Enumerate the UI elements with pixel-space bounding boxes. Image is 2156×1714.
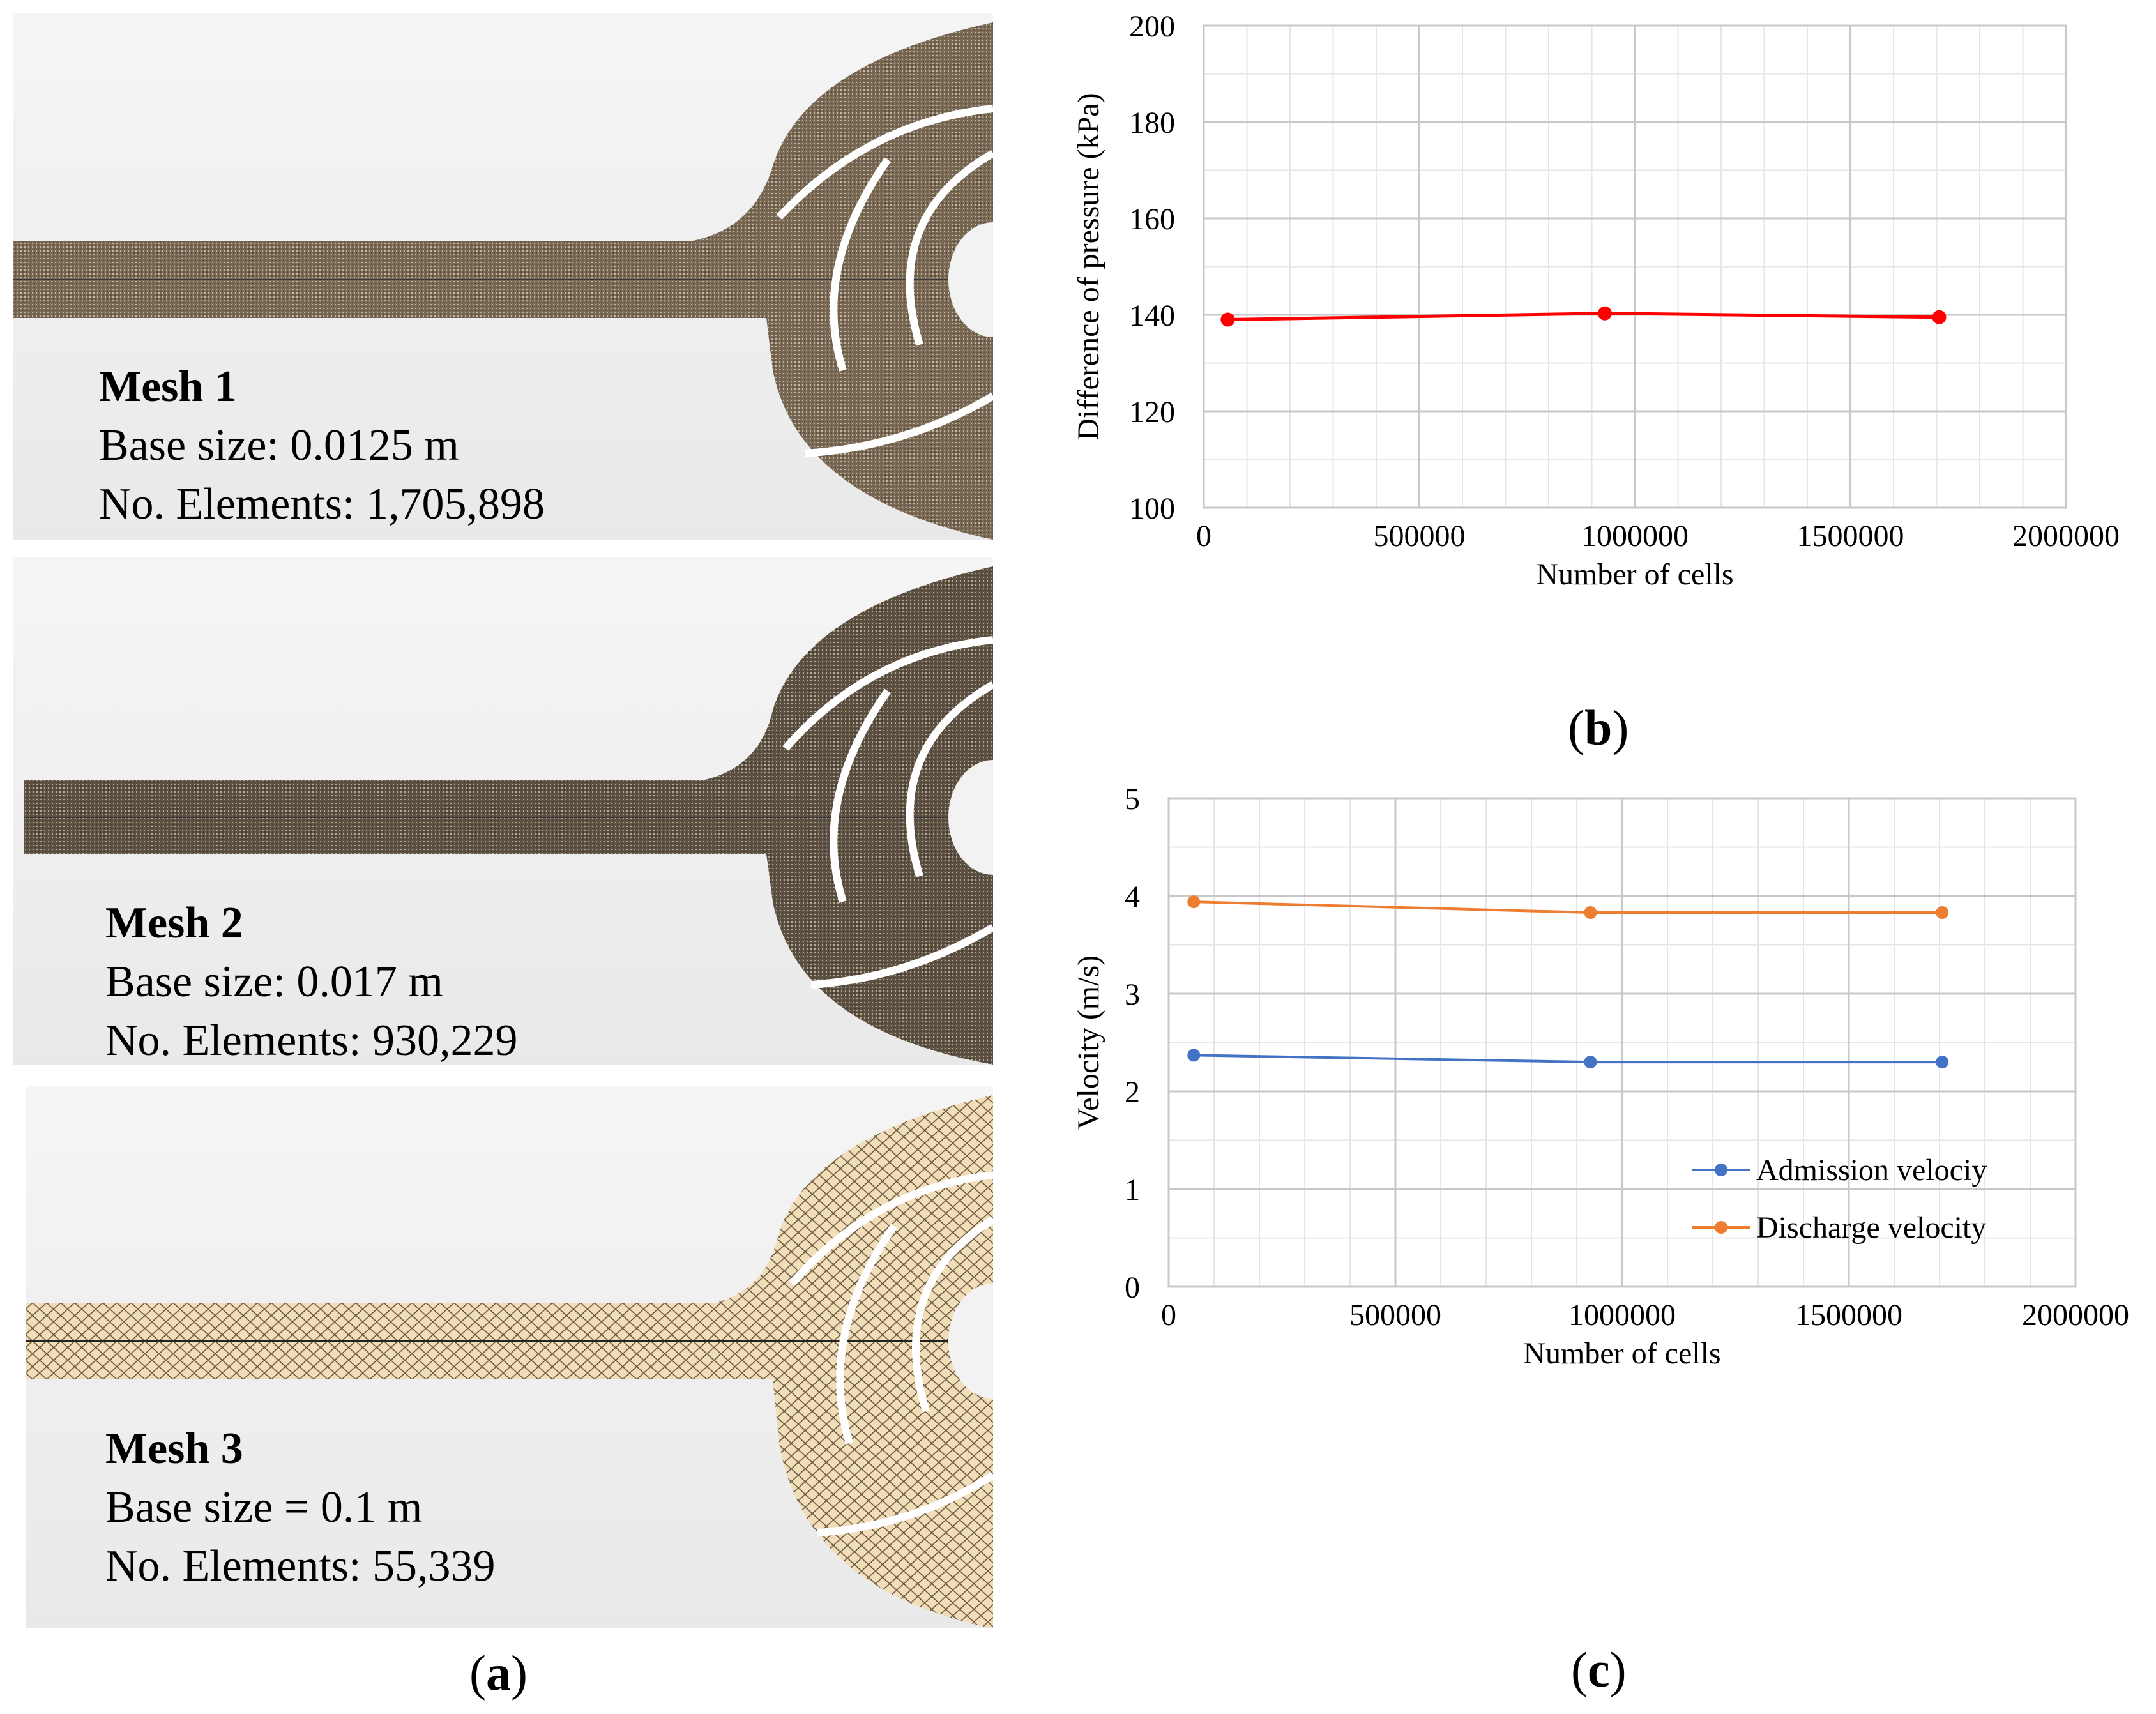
- y-tick-label: 140: [1129, 299, 1175, 333]
- y-tick-label: 2: [1125, 1075, 1140, 1109]
- mesh-1-name: Mesh 1: [99, 362, 237, 411]
- y-tick-label: 5: [1125, 782, 1140, 816]
- series-0-point: [1187, 1049, 1201, 1062]
- y-tick-label: 100: [1129, 492, 1175, 526]
- panel-label-b: (b): [1568, 700, 1629, 755]
- series-0-point: [1936, 1056, 1949, 1069]
- mesh-panel-1: Mesh 1 Base size: 0.0125 m No. Elements:…: [13, 13, 993, 540]
- y-tick-label: 180: [1129, 106, 1175, 140]
- x-tick-label: 2000000: [2022, 1298, 2129, 1332]
- mesh-2-base-size: Base size: 0.017 m: [105, 957, 443, 1006]
- x-axis-title: Number of cells: [1523, 1337, 1720, 1370]
- legend-marker-1: [1715, 1221, 1727, 1234]
- legend-marker-0: [1715, 1164, 1727, 1176]
- y-tick-label: 200: [1129, 10, 1175, 43]
- series-0-line: [1227, 312, 1940, 322]
- mesh-3-illustration: [26, 1095, 993, 1628]
- x-tick-label: 500000: [1374, 519, 1466, 553]
- y-tick-label: 1: [1125, 1173, 1140, 1207]
- mesh-2-elements: No. Elements: 930,229: [105, 1016, 518, 1065]
- mesh-3-elements: No. Elements: 55,339: [105, 1542, 496, 1591]
- series-1-line: [1194, 900, 1943, 914]
- x-tick-label: 2000000: [2012, 519, 2120, 553]
- series-0-point: [1220, 312, 1235, 327]
- mesh-1-elements: No. Elements: 1,705,898: [99, 480, 545, 529]
- panel-label-c: (c): [1571, 1642, 1627, 1697]
- y-tick-label: 160: [1129, 202, 1175, 236]
- x-tick-label: 0: [1161, 1298, 1176, 1332]
- series-0-point: [1584, 1056, 1597, 1069]
- series-1-point: [1584, 906, 1597, 920]
- mesh-3-base-size: Base size = 0.1 m: [105, 1483, 423, 1532]
- y-tick-label: 4: [1125, 880, 1140, 914]
- x-tick-label: 500000: [1349, 1298, 1441, 1332]
- legend-label-1: Discharge velocity: [1756, 1211, 1986, 1245]
- series-0-point: [1932, 310, 1947, 324]
- x-axis-title: Number of cells: [1536, 557, 1733, 591]
- mesh-1-illustration: [13, 22, 993, 540]
- series-0-point: [1597, 306, 1612, 321]
- y-tick-label: 0: [1125, 1271, 1140, 1305]
- x-tick-label: 1500000: [1795, 1298, 1902, 1332]
- x-tick-label: 1000000: [1568, 1298, 1676, 1332]
- mesh-panel-3: Mesh 3 Base size = 0.1 m No. Elements: 5…: [26, 1086, 993, 1628]
- y-tick-label: 120: [1129, 395, 1175, 429]
- series-0-line: [1194, 1054, 1943, 1064]
- series-1-point: [1187, 895, 1201, 909]
- mesh-panel-2: Mesh 2 Base size: 0.017 m No. Elements: …: [13, 557, 993, 1065]
- mesh-1-base-size: Base size: 0.0125 m: [99, 421, 459, 470]
- y-tick-label: 3: [1125, 978, 1140, 1012]
- x-tick-label: 1500000: [1797, 519, 1904, 553]
- plot-area-border: [1167, 797, 2077, 1288]
- panel-label-a: (a): [469, 1645, 528, 1701]
- mesh-3-name: Mesh 3: [105, 1424, 243, 1473]
- legend-label-0: Admission velociy: [1756, 1153, 1987, 1187]
- x-tick-label: 1000000: [1581, 519, 1689, 553]
- y-axis-title: Velocity (m/s): [1072, 955, 1105, 1130]
- y-axis-title: Difference of pressure (kPa): [1072, 93, 1105, 440]
- mesh-2-illustration: [24, 566, 993, 1065]
- mesh-2-name: Mesh 2: [105, 899, 243, 948]
- plot-area-border: [1203, 24, 2067, 509]
- series-1-point: [1936, 906, 1949, 920]
- x-tick-label: 0: [1196, 519, 1211, 553]
